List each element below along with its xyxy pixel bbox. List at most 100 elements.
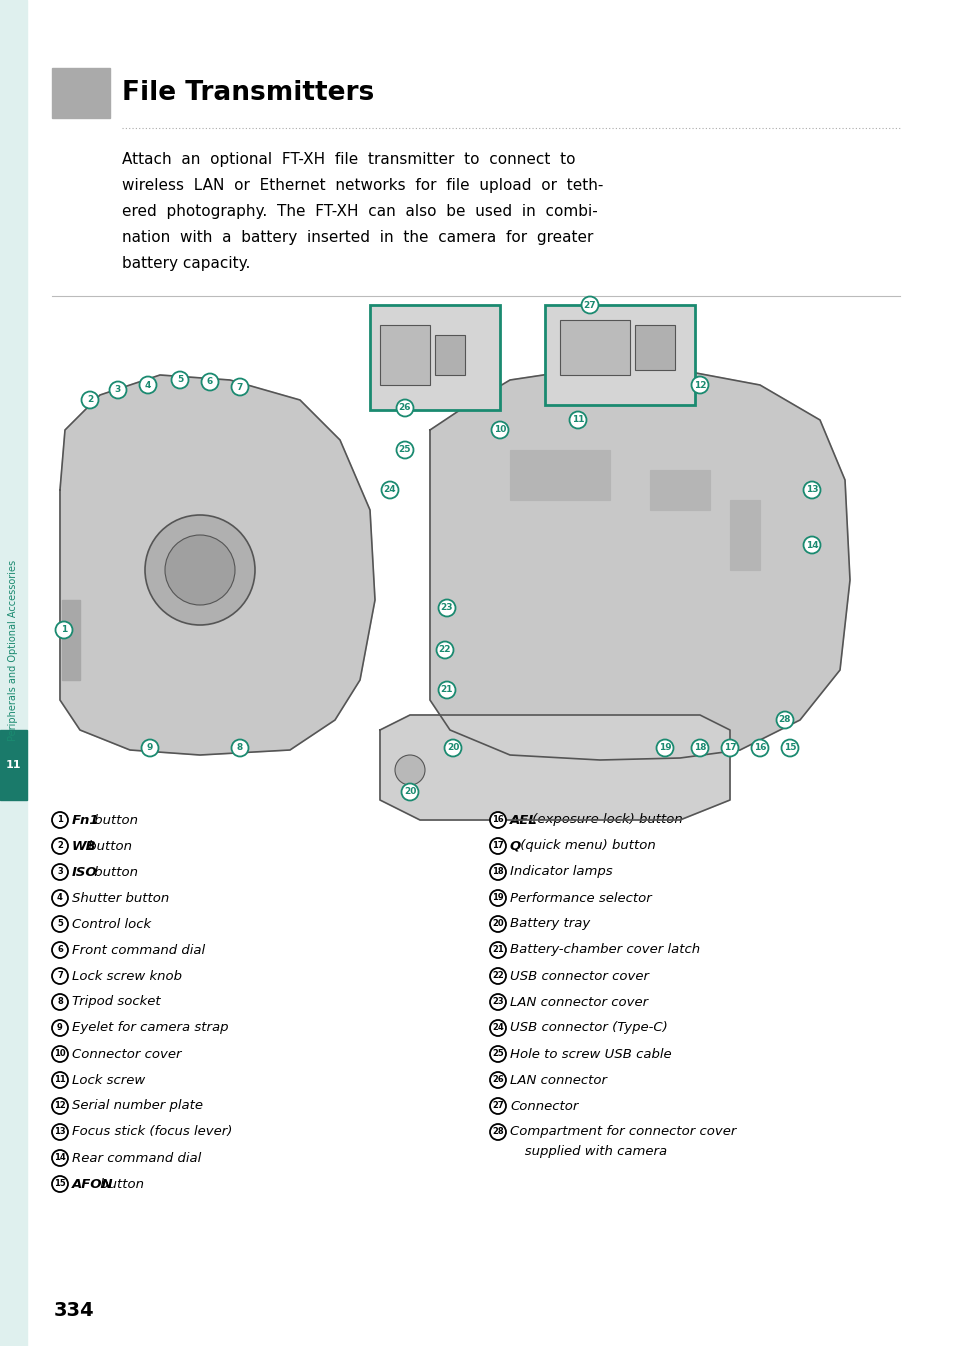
Circle shape [55,622,72,638]
Circle shape [490,942,505,958]
Text: 24: 24 [492,1023,503,1032]
Circle shape [490,890,505,906]
Text: 28: 28 [492,1128,503,1136]
Circle shape [52,1020,68,1036]
Circle shape [490,968,505,984]
Circle shape [490,1124,505,1140]
Text: nation  with  a  battery  inserted  in  the  camera  for  greater: nation with a battery inserted in the ca… [122,230,593,245]
Text: 9: 9 [147,743,153,752]
Text: Performance selector: Performance selector [510,891,651,905]
Text: AEL: AEL [510,813,537,826]
Circle shape [438,599,455,616]
Bar [62,600,80,680]
Polygon shape [60,376,375,755]
Bar [559,320,629,376]
Text: 10: 10 [54,1050,66,1058]
Text: button: button [84,840,132,852]
Text: 22: 22 [492,972,503,980]
Circle shape [52,942,68,958]
Bar [435,335,464,376]
Text: (exposure lock) button: (exposure lock) button [527,813,681,826]
Text: 12: 12 [693,381,705,389]
Text: 21: 21 [492,945,503,954]
Text: 15: 15 [54,1179,66,1189]
Text: button: button [90,813,137,826]
Circle shape [232,739,248,756]
Bar [0,0,27,1346]
Circle shape [381,482,398,498]
Circle shape [436,642,453,658]
Text: 5: 5 [176,376,183,385]
Text: 2: 2 [57,841,63,851]
Text: 14: 14 [805,541,818,549]
Text: 13: 13 [54,1128,66,1136]
Circle shape [52,1071,68,1088]
Circle shape [720,739,738,756]
Text: 7: 7 [236,382,243,392]
Bar [649,470,709,510]
Text: USB connector cover: USB connector cover [510,969,648,983]
Circle shape [691,377,708,393]
Text: 14: 14 [54,1154,66,1163]
Text: 4: 4 [145,381,151,389]
Circle shape [656,739,673,756]
Circle shape [52,864,68,880]
Text: 19: 19 [658,743,671,752]
Bar [52,69,110,118]
Circle shape [490,1098,505,1114]
Polygon shape [430,367,849,760]
Text: 6: 6 [207,377,213,386]
Circle shape [751,739,768,756]
Text: 334: 334 [54,1300,94,1319]
Circle shape [802,482,820,498]
Circle shape [691,739,708,756]
Circle shape [52,812,68,828]
Circle shape [141,739,158,756]
Text: 13: 13 [805,486,818,494]
Bar [0,730,27,800]
Text: 4: 4 [57,894,63,903]
Text: 3: 3 [114,385,121,394]
Circle shape [401,783,418,801]
Text: 27: 27 [583,300,596,310]
Text: Shutter button: Shutter button [71,891,169,905]
Circle shape [52,1098,68,1114]
Text: Front command dial: Front command dial [71,944,205,957]
Circle shape [52,968,68,984]
Text: 11: 11 [6,760,21,770]
Text: Battery-chamber cover latch: Battery-chamber cover latch [510,944,700,957]
Text: 9: 9 [57,1023,63,1032]
Circle shape [490,993,505,1010]
Circle shape [165,534,234,604]
Circle shape [232,378,248,396]
Text: 21: 21 [440,685,453,695]
Text: button: button [95,1178,143,1190]
Text: 8: 8 [236,743,243,752]
Text: Lock screw knob: Lock screw knob [71,969,182,983]
Text: Rear command dial: Rear command dial [71,1151,201,1164]
Polygon shape [379,715,729,820]
Text: 1: 1 [61,626,67,634]
Text: Battery tray: Battery tray [510,918,590,930]
Circle shape [52,1046,68,1062]
Text: ISO: ISO [71,865,97,879]
Circle shape [776,712,793,728]
Circle shape [172,371,189,389]
Circle shape [581,296,598,314]
Circle shape [490,917,505,931]
Circle shape [139,377,156,393]
Text: 1: 1 [57,816,63,825]
Circle shape [52,890,68,906]
Text: ered  photography.  The  FT-XH  can  also  be  used  in  combi-: ered photography. The FT-XH can also be … [122,205,598,219]
Circle shape [490,812,505,828]
Text: 18: 18 [693,743,705,752]
Text: 17: 17 [723,743,736,752]
Text: Connector cover: Connector cover [71,1047,181,1061]
Text: 20: 20 [403,787,416,797]
Bar [729,499,760,569]
Circle shape [490,839,505,853]
Text: 24: 24 [383,486,395,494]
Circle shape [396,400,413,416]
Text: Lock screw: Lock screw [71,1074,145,1086]
Text: 17: 17 [492,841,503,851]
